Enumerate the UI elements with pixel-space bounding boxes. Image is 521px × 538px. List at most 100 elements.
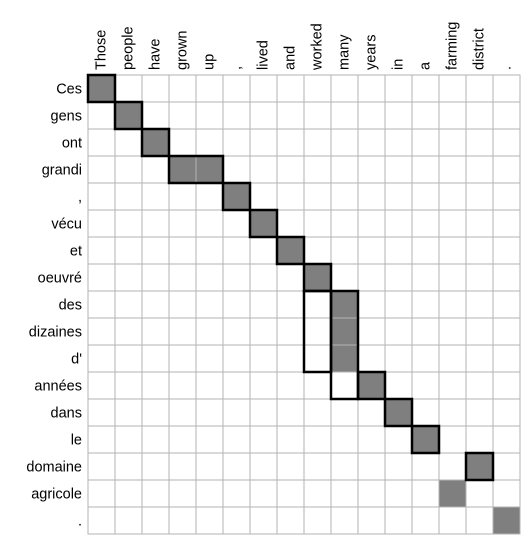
grid-cell (358, 129, 385, 156)
grid-cell (412, 156, 439, 183)
grid-cell (466, 183, 493, 210)
grid-cell (466, 480, 493, 507)
grid-cell (196, 210, 223, 237)
grid-cell (331, 480, 358, 507)
grid-cell (331, 129, 358, 156)
grid-cell (466, 237, 493, 264)
grid-cell (385, 210, 412, 237)
target-word-label: agricole (31, 486, 82, 502)
source-word-label: and (282, 46, 298, 70)
grid-cell (493, 372, 520, 399)
grid-cell (250, 318, 277, 345)
grid-cell (358, 102, 385, 129)
grid-cell (304, 453, 331, 480)
grid-cell (331, 156, 358, 183)
grid-cell (142, 75, 169, 102)
grid-cell (115, 318, 142, 345)
grid-cell (358, 426, 385, 453)
grid-cell (331, 372, 358, 399)
grid-cell (142, 507, 169, 534)
grid-cell (358, 264, 385, 291)
grid-cell (493, 237, 520, 264)
grid-cell (412, 183, 439, 210)
grid-cell (88, 318, 115, 345)
source-word-label: grown (174, 31, 190, 71)
grid-cell (196, 291, 223, 318)
target-word-label: oeuvré (38, 270, 82, 286)
grid-cell (196, 75, 223, 102)
grid-cell (142, 264, 169, 291)
alignment-cell (197, 157, 222, 182)
grid-cell (88, 453, 115, 480)
grid-cell (250, 453, 277, 480)
grid-cell (412, 102, 439, 129)
grid-cell (493, 264, 520, 291)
grid-cell (466, 318, 493, 345)
grid-cell (142, 102, 169, 129)
target-word-label: gens (51, 108, 82, 124)
grid-cell (439, 372, 466, 399)
grid-cell (196, 102, 223, 129)
grid-cell (115, 183, 142, 210)
grid-cell (250, 480, 277, 507)
grid-cell (277, 480, 304, 507)
grid-cell (223, 264, 250, 291)
grid-cell (277, 102, 304, 129)
grid-cell (250, 291, 277, 318)
grid-cell (250, 399, 277, 426)
grid-cell (277, 129, 304, 156)
grid-cell (304, 291, 331, 318)
grid-cell (385, 237, 412, 264)
grid-cell (277, 372, 304, 399)
grid-cell (412, 399, 439, 426)
grid-cell (142, 372, 169, 399)
grid-cell (223, 291, 250, 318)
grid-cell (466, 507, 493, 534)
grid-cell (358, 156, 385, 183)
grid-cell (115, 399, 142, 426)
grid-cell (250, 237, 277, 264)
grid-cell (412, 237, 439, 264)
grid-cell (169, 291, 196, 318)
grid-cell (88, 291, 115, 318)
grid-cell (223, 453, 250, 480)
grid-cell (493, 291, 520, 318)
grid-cell (142, 426, 169, 453)
grid-cell (466, 129, 493, 156)
grid-cell (331, 102, 358, 129)
grid-cell (358, 75, 385, 102)
target-word-label: ont (62, 135, 82, 151)
grid-cell (88, 345, 115, 372)
grid-cell (466, 210, 493, 237)
source-word-label: , (228, 66, 244, 70)
grid-cell (196, 183, 223, 210)
grid-cell (385, 345, 412, 372)
grid-cell (358, 183, 385, 210)
grid-cell (304, 345, 331, 372)
grid-cell (277, 507, 304, 534)
grid-cell (331, 507, 358, 534)
source-word-label: have (147, 39, 163, 70)
grid-cell (88, 399, 115, 426)
grid-cell (88, 210, 115, 237)
grid-cell (439, 237, 466, 264)
grid-cell (331, 453, 358, 480)
target-word-labels: Ces gens ont grandi, vécu et oeuvré des dizaines… (26, 81, 82, 529)
grid-cell (223, 480, 250, 507)
grid-cell (88, 183, 115, 210)
grid-cell (250, 426, 277, 453)
grid-cell (115, 507, 142, 534)
grid-cell (439, 345, 466, 372)
grid-cell (331, 399, 358, 426)
grid-cell (439, 426, 466, 453)
grid-cell (142, 237, 169, 264)
grid-cell (385, 183, 412, 210)
grid-cell (115, 210, 142, 237)
alignment-cell (224, 184, 249, 209)
grid-cell (142, 210, 169, 237)
grid-cell (466, 372, 493, 399)
grid-cell (196, 129, 223, 156)
target-word-label: grandi (42, 162, 82, 178)
source-word-label: in (390, 59, 406, 70)
grid-cell (250, 156, 277, 183)
